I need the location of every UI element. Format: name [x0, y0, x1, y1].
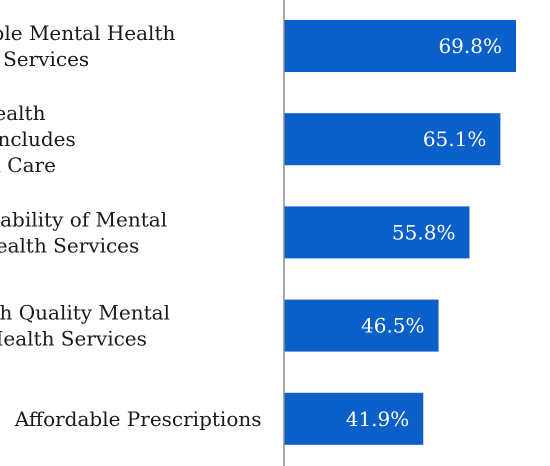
category-label-line: Health Services — [0, 327, 147, 351]
data-label-1: 69.8% — [438, 34, 502, 58]
bar-3 — [284, 206, 470, 259]
category-label-2: Affordable HealthInsurance that Includes… — [0, 101, 76, 177]
category-label-5: Affordable Prescriptions — [14, 407, 262, 431]
bar-4 — [284, 299, 439, 352]
category-label-line: Services — [3, 47, 89, 71]
category-label-line: Mental Health Care — [0, 153, 56, 177]
bar-2 — [284, 113, 501, 166]
bar-1 — [284, 20, 516, 72]
category-label-line: Health Services — [0, 233, 139, 257]
data-label-3: 55.8% — [392, 220, 456, 244]
data-label-5: 41.9% — [346, 407, 410, 431]
category-label-line: Affordable Mental Health — [0, 21, 175, 45]
bar-5 — [284, 392, 424, 445]
category-label-line: Insurance that Includes — [0, 127, 76, 151]
category-labels-layer: Affordable Mental HealthServicesAffordab… — [0, 21, 262, 431]
category-label-line: Availability of Mental — [0, 207, 167, 231]
category-label-line: High Quality Mental — [0, 301, 170, 325]
category-label-line: Affordable Health — [0, 101, 46, 125]
data-label-2: 65.1% — [423, 127, 487, 151]
category-label-line: Affordable Prescriptions — [14, 407, 262, 431]
bars-layer: 69.8% 65.1% 55.8% 46.5% 41.9% — [284, 20, 516, 445]
data-label-4: 46.5% — [361, 314, 425, 338]
